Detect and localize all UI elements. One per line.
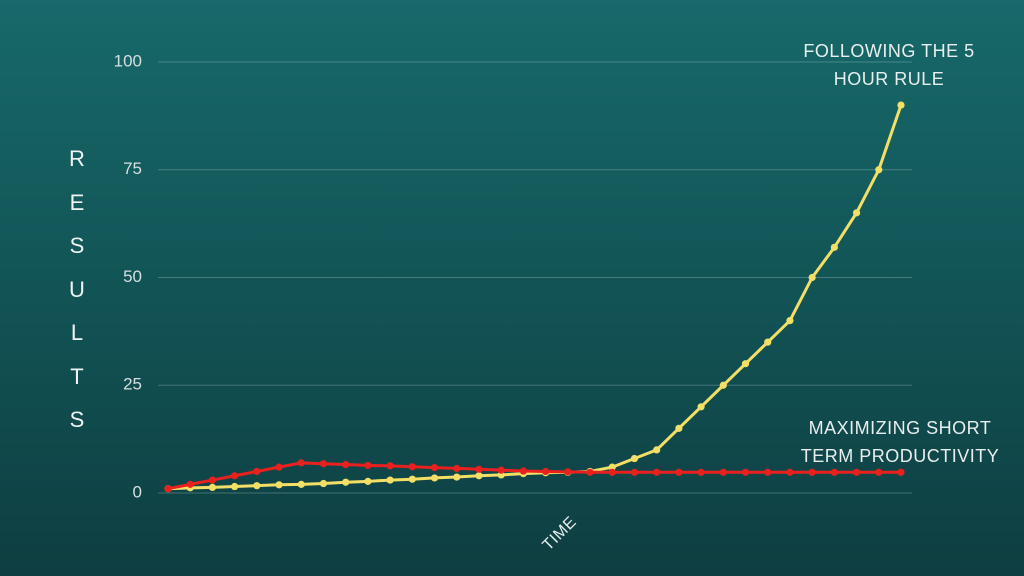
data-point [697, 468, 705, 476]
data-point [253, 482, 261, 490]
data-point [275, 463, 283, 471]
data-point [364, 461, 372, 470]
data-point [275, 481, 283, 489]
data-point [408, 475, 416, 483]
data-point [164, 485, 172, 493]
data-point [630, 454, 639, 463]
data-point [830, 243, 838, 251]
data-point [564, 468, 572, 476]
data-point [208, 483, 217, 491]
data-point [630, 468, 639, 476]
annotation: TERM PRODUCTIVITY [801, 446, 1000, 466]
data-point [741, 360, 750, 368]
data-point [719, 381, 727, 389]
data-point [297, 480, 305, 488]
data-point [208, 476, 217, 484]
series-line [167, 104, 903, 491]
y-tick-label: 75 [123, 159, 142, 178]
data-point [364, 477, 372, 485]
data-point [897, 468, 905, 476]
data-point [408, 463, 416, 471]
y-tick-label: 50 [123, 267, 142, 286]
x-axis-label: TIME [540, 514, 580, 554]
data-point [430, 474, 439, 482]
data-point [497, 466, 505, 474]
data-point [764, 338, 772, 346]
data-point [475, 472, 483, 480]
series-line [167, 461, 901, 491]
data-point [852, 468, 861, 476]
data-point [852, 209, 861, 217]
data-point [231, 482, 239, 491]
data-point [653, 468, 661, 476]
data-point [875, 468, 883, 476]
annotation: HOUR RULE [834, 69, 945, 89]
data-point [231, 472, 239, 480]
y-tick-label: 0 [133, 482, 142, 501]
data-point [875, 166, 883, 174]
y-tick-label: 100 [114, 51, 142, 70]
data-point [319, 460, 328, 468]
annotation: FOLLOWING THE 5 [803, 41, 974, 61]
data-point [342, 478, 350, 486]
data-point [342, 460, 350, 469]
data-point [586, 468, 594, 476]
data-point [430, 463, 439, 472]
data-point [786, 468, 794, 476]
data-point [808, 273, 816, 282]
annotation: MAXIMIZING SHORT [809, 418, 992, 438]
data-point [453, 473, 461, 481]
y-axis-label: RESULTS [69, 146, 85, 432]
y-tick-label: 25 [123, 375, 142, 394]
data-point [319, 479, 328, 488]
data-point [297, 459, 305, 467]
data-point [741, 468, 750, 476]
data-point [186, 480, 194, 488]
data-point [608, 468, 616, 476]
data-point [519, 467, 527, 475]
data-point [675, 424, 683, 432]
data-point [675, 468, 683, 476]
data-point [608, 463, 616, 471]
data-point [808, 468, 816, 476]
data-point [453, 464, 461, 473]
data-point [253, 467, 261, 476]
data-point [475, 465, 483, 473]
data-point [653, 446, 661, 454]
data-point [897, 101, 905, 109]
data-point [386, 462, 394, 470]
data-point [542, 467, 550, 476]
data-point [830, 468, 838, 476]
data-point [386, 476, 394, 484]
data-point [719, 468, 727, 476]
data-point [786, 317, 794, 325]
data-point [697, 403, 705, 411]
data-point [764, 468, 772, 476]
